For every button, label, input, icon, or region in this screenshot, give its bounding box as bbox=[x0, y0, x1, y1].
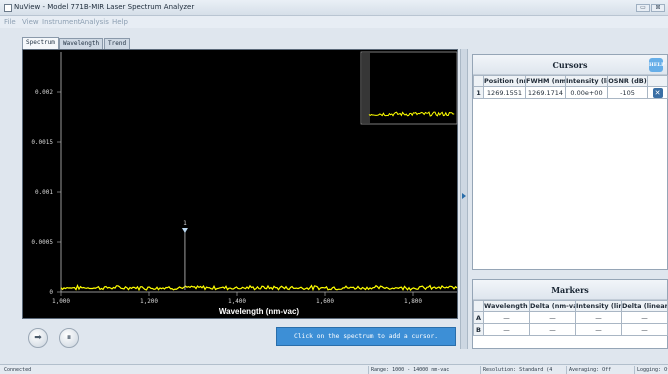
minimize-button[interactable]: ▭ bbox=[636, 4, 650, 12]
cell-delta-linear: — bbox=[621, 311, 668, 324]
window-title: NuView - Model 771B-MIR Laser Spectrum A… bbox=[14, 3, 195, 11]
status-averaging: Averaging: Off bbox=[566, 366, 632, 374]
column-header-osnr[interactable]: OSNR (dB) bbox=[607, 75, 648, 87]
cursor-marker-icon[interactable] bbox=[181, 228, 188, 233]
cell-delta-nm: — bbox=[529, 323, 576, 336]
y-tick-label: 0.0005 bbox=[31, 239, 53, 246]
x-tick-label: 1,400 bbox=[228, 298, 246, 305]
cursors-table: Position (nm-vac) FWHM (nm-vac) Intensit… bbox=[473, 75, 668, 99]
column-header-delete bbox=[647, 75, 668, 87]
menu-view[interactable]: View bbox=[22, 18, 39, 26]
tab-spectrum[interactable]: Spectrum bbox=[22, 37, 59, 49]
menu-analysis[interactable]: Analysis bbox=[80, 18, 109, 26]
column-header-index bbox=[473, 75, 484, 87]
delete-cursor-icon[interactable]: ✕ bbox=[652, 87, 663, 98]
run-button[interactable]: ➡ bbox=[28, 328, 48, 348]
table-row[interactable]: 1 1269.1551 1269.1714 0.00e+00 -105 ✕ bbox=[473, 86, 668, 99]
markers-header-row: Wavelength (nm-vac) Delta (nm-vac) Inten… bbox=[473, 300, 668, 312]
overview-frame bbox=[360, 51, 458, 125]
tab-trend[interactable]: Trend bbox=[104, 38, 131, 49]
markers-panel: Markers Wavelength (nm-vac) Delta (nm-va… bbox=[472, 279, 668, 349]
menu-help[interactable]: Help bbox=[112, 18, 128, 26]
menu-file[interactable]: File bbox=[4, 18, 16, 26]
pause-icon: ⏸ bbox=[66, 333, 72, 343]
x-tick-label: 1,200 bbox=[140, 298, 158, 305]
cursors-title: Cursors bbox=[552, 60, 588, 70]
menu-instrument[interactable]: Instrument bbox=[42, 18, 81, 26]
menu-bar: File View Instrument Analysis Help bbox=[0, 16, 668, 28]
cell-wavelength: — bbox=[483, 311, 530, 324]
cell-delta-nm: — bbox=[529, 311, 576, 324]
row-index: A bbox=[473, 311, 484, 324]
overview-selection[interactable] bbox=[362, 53, 370, 123]
y-tick-label: 0 bbox=[49, 289, 53, 296]
cell-intensity: — bbox=[575, 323, 622, 336]
y-tick-label: 0.002 bbox=[35, 89, 53, 96]
cell-fwhm: 1269.1714 bbox=[525, 86, 566, 99]
title-bar: NuView - Model 771B-MIR Laser Spectrum A… bbox=[0, 0, 668, 16]
arrow-right-icon: ➡ bbox=[34, 333, 42, 343]
spectrum-plot[interactable]: 0.002 0.0015 0.001 0.0005 0 1,000 1,200 … bbox=[22, 49, 458, 319]
cell-intensity: 0.00e+00 bbox=[565, 86, 608, 99]
spectrum-trace bbox=[60, 284, 458, 292]
column-header-intensity[interactable]: Intensity (linear) bbox=[565, 75, 608, 87]
column-header-delta-linear[interactable]: Delta (linear) bbox=[621, 300, 668, 312]
table-row[interactable]: A — — — — bbox=[473, 311, 668, 324]
close-button[interactable]: ⊠ bbox=[651, 4, 665, 12]
y-ticks: 0.002 0.0015 0.001 0.0005 0 bbox=[31, 89, 61, 296]
column-header-fwhm[interactable]: FWHM (nm-vac) bbox=[525, 75, 566, 87]
markers-header: Markers bbox=[473, 280, 667, 300]
collapse-arrow-icon[interactable] bbox=[462, 193, 466, 199]
cell-position: 1269.1551 bbox=[483, 86, 526, 99]
row-index: 1 bbox=[473, 86, 484, 99]
y-tick-label: 0.001 bbox=[35, 189, 53, 196]
column-header-index bbox=[473, 300, 484, 312]
cursors-header-row: Position (nm-vac) FWHM (nm-vac) Intensit… bbox=[473, 75, 668, 87]
cell-delta-linear: — bbox=[621, 323, 668, 336]
cursor-number-label: 1 bbox=[183, 220, 187, 227]
column-header-delta-nm[interactable]: Delta (nm-vac) bbox=[529, 300, 576, 312]
markers-title: Markers bbox=[551, 285, 589, 295]
x-axis-title: Wavelength (nm-vac) bbox=[219, 307, 299, 316]
x-tick-label: 1,600 bbox=[316, 298, 334, 305]
status-logging: Logging: Off bbox=[634, 366, 668, 374]
row-index: B bbox=[473, 323, 484, 336]
cell-osnr: -105 bbox=[607, 86, 648, 99]
cursor-hint: Click on the spectrum to add a cursor. bbox=[276, 327, 456, 346]
x-ticks: 1,000 1,200 1,400 1,600 1,800 bbox=[52, 292, 422, 305]
column-header-position[interactable]: Position (nm-vac) bbox=[483, 75, 526, 87]
status-resolution: Resolution: Standard (4 bbox=[480, 366, 564, 374]
spectrum-plot-svg[interactable]: 0.002 0.0015 0.001 0.0005 0 1,000 1,200 … bbox=[23, 50, 459, 320]
cell-delete: ✕ bbox=[647, 86, 668, 99]
y-tick-label: 0.0015 bbox=[31, 139, 53, 146]
cell-intensity: — bbox=[575, 311, 622, 324]
x-tick-label: 1,000 bbox=[52, 298, 70, 305]
cursors-header: Cursors HELP bbox=[473, 55, 667, 75]
table-row[interactable]: B — — — — bbox=[473, 323, 668, 336]
app-icon bbox=[4, 4, 12, 12]
status-range: Range: 1000 - 14000 nm-vac bbox=[368, 366, 478, 374]
panel-splitter[interactable] bbox=[460, 49, 468, 349]
status-bar: Connected Range: 1000 - 14000 nm-vac Res… bbox=[0, 364, 668, 374]
overview-inset[interactable] bbox=[360, 51, 458, 125]
tab-wavelength[interactable]: Wavelength bbox=[59, 38, 104, 49]
help-button[interactable]: HELP bbox=[649, 58, 665, 72]
overview-trace bbox=[368, 111, 455, 117]
x-tick-label: 1,800 bbox=[404, 298, 422, 305]
column-header-wavelength[interactable]: Wavelength (nm-vac) bbox=[483, 300, 530, 312]
column-header-intensity[interactable]: Intensity (linear) bbox=[575, 300, 622, 312]
pause-button[interactable]: ⏸ bbox=[59, 328, 79, 348]
status-connection: Connected bbox=[4, 367, 32, 373]
cell-wavelength: — bbox=[483, 323, 530, 336]
markers-table: Wavelength (nm-vac) Delta (nm-vac) Inten… bbox=[473, 300, 668, 336]
cursors-panel: Cursors HELP Position (nm-vac) FWHM (nm-… bbox=[472, 54, 668, 270]
